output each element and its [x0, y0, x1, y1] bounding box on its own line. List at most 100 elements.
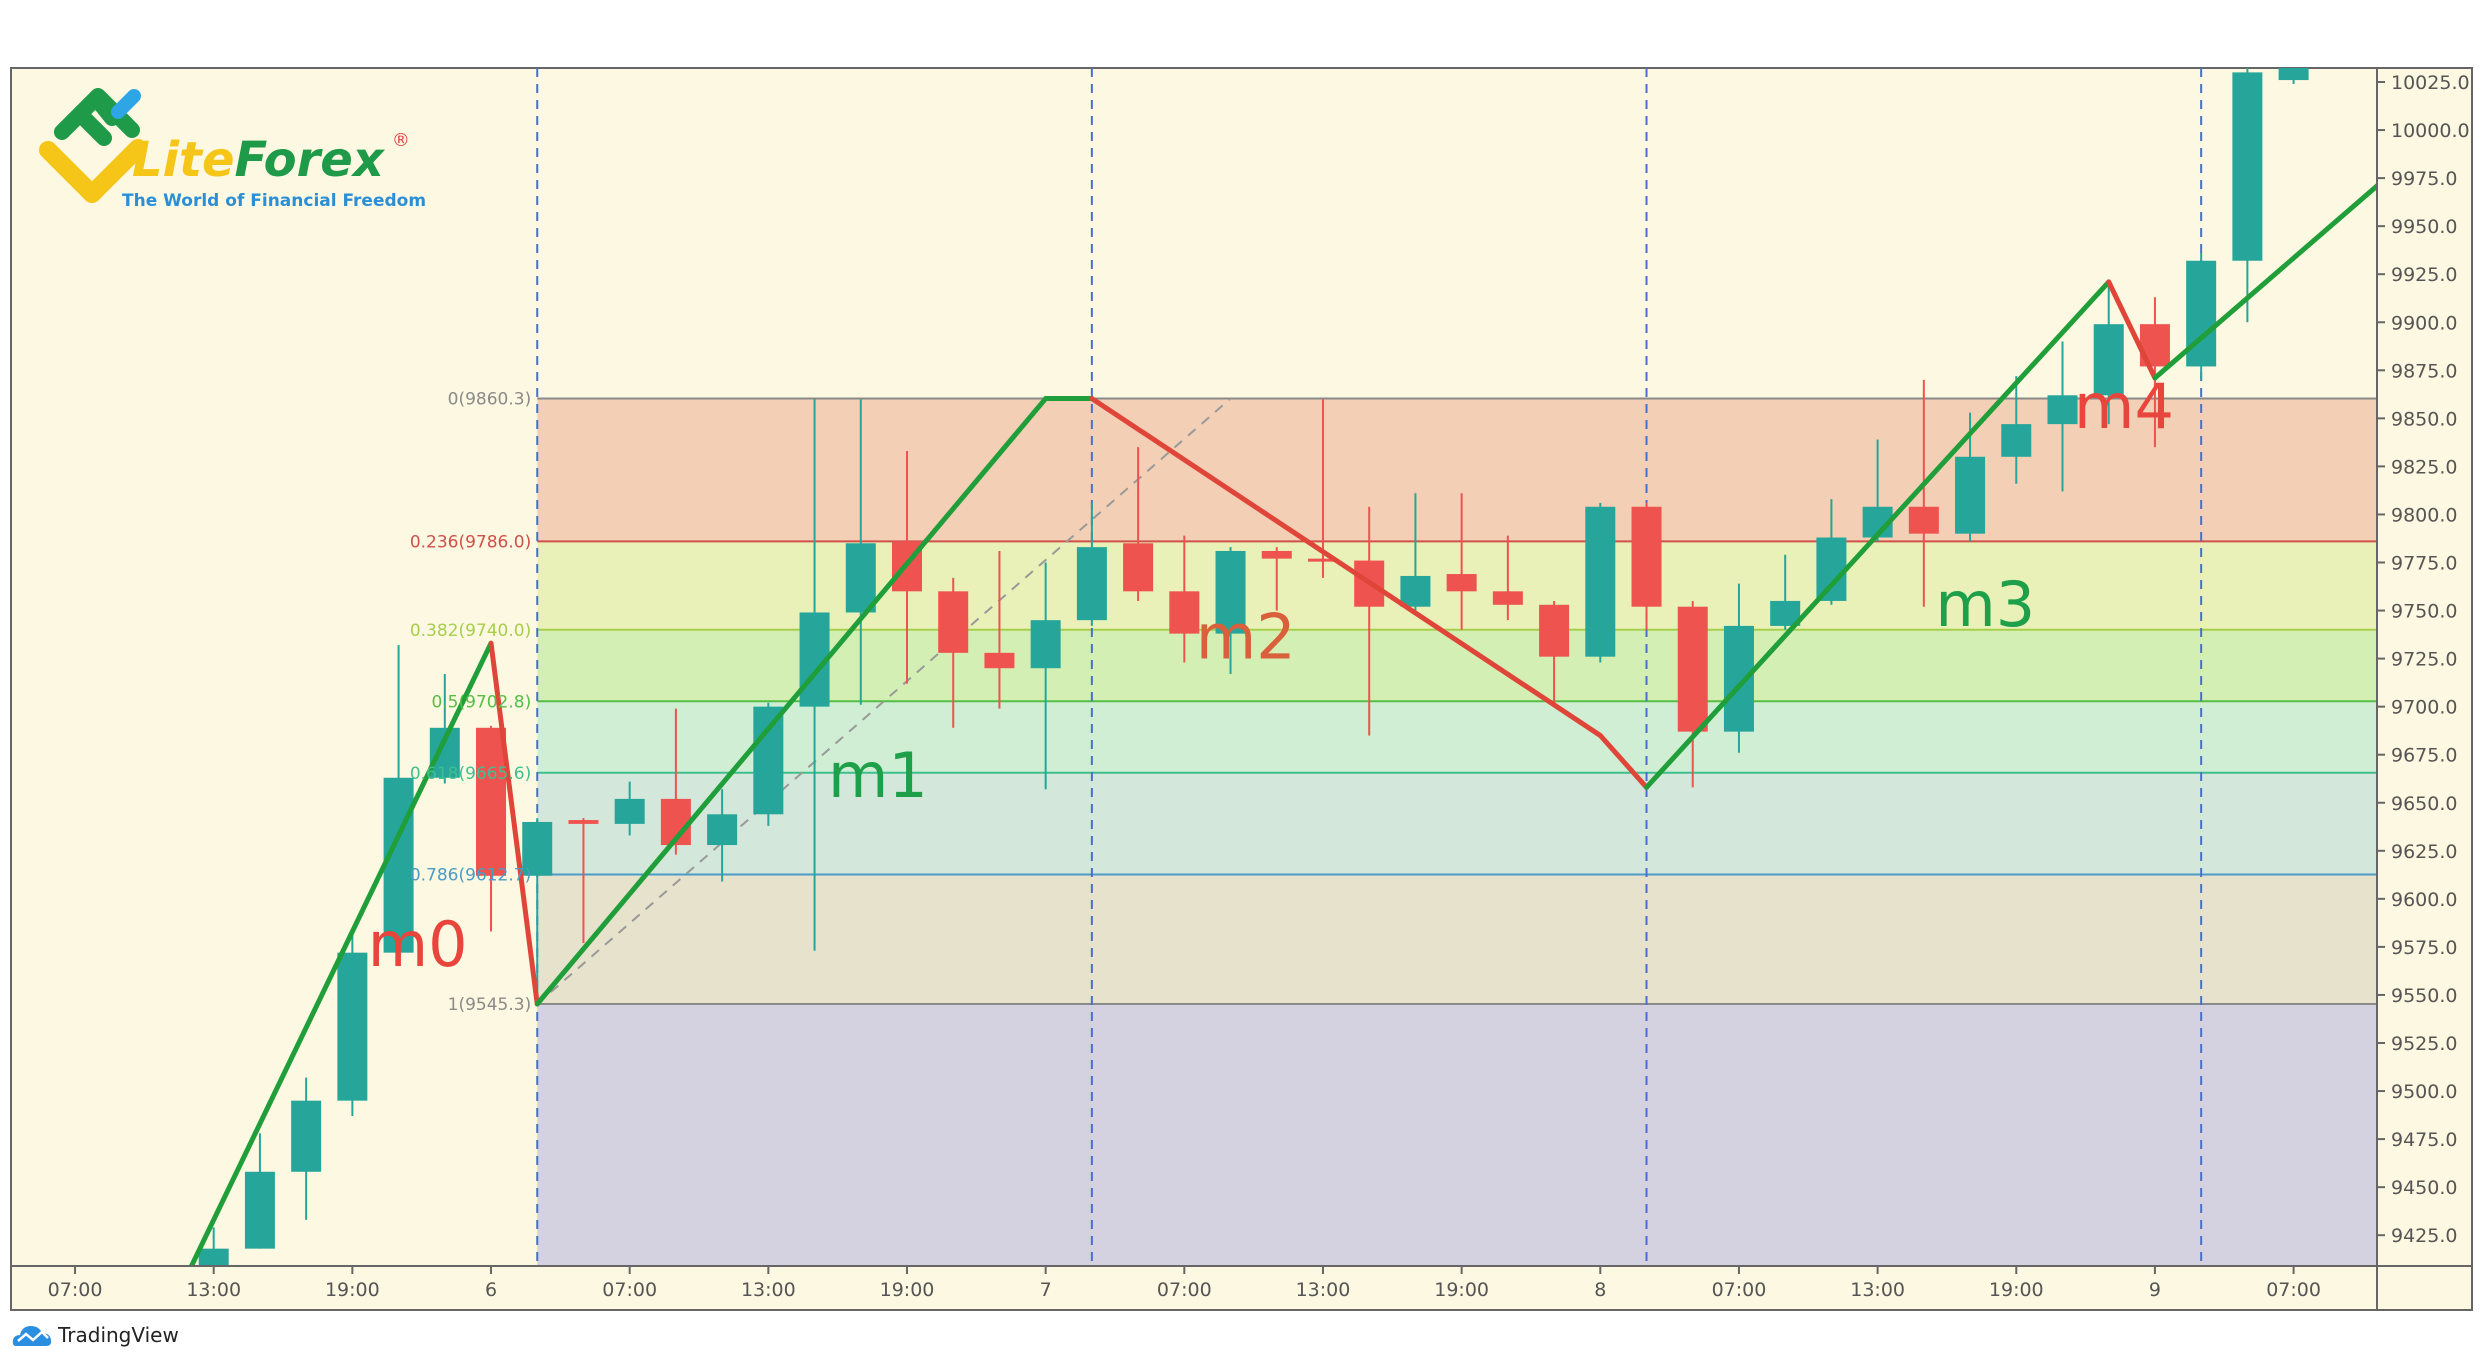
- candle-body: [753, 706, 784, 815]
- price-tick-label: 10000.0: [2391, 120, 2470, 142]
- candle[interactable]: [1215, 547, 1246, 674]
- time-tick-label: 8: [1594, 1279, 1606, 1301]
- time-tick-label: 13:00: [1296, 1279, 1351, 1301]
- wave-label-m3: m3: [1935, 568, 2035, 641]
- price-tick-label: 9950.0: [2391, 216, 2457, 238]
- candle[interactable]: [1030, 562, 1061, 790]
- time-axis[interactable]: 07:00 13:00 19:00 6 07:00 13:00 19:00 7 07:00 13:…: [48, 1266, 2321, 1301]
- candle-body: [2278, 68, 2309, 81]
- zigzag-segment: [1644, 279, 2112, 790]
- candle[interactable]: [1677, 600, 1708, 788]
- candle[interactable]: [2047, 341, 2078, 492]
- price-tick-label: 9875.0: [2391, 360, 2457, 382]
- fib-level-label: 0(9860.3): [448, 390, 532, 410]
- candle-body: [2047, 395, 2078, 425]
- candle[interactable]: [244, 1133, 275, 1249]
- logo-brand-lite: Lite: [132, 132, 235, 188]
- price-tick-label: 9800.0: [2391, 504, 2457, 526]
- candle[interactable]: [938, 577, 969, 728]
- candle[interactable]: [1261, 547, 1292, 611]
- fib-trend-line: [536, 397, 1232, 1005]
- candle-body: [568, 820, 599, 824]
- candle[interactable]: [1123, 447, 1154, 601]
- candle-body: [614, 798, 645, 824]
- wave-label-m4: m4: [2074, 370, 2174, 443]
- candle[interactable]: [383, 645, 414, 953]
- candle-body: [984, 652, 1015, 669]
- candle[interactable]: [1539, 600, 1570, 705]
- fib-band-0.618: [537, 772, 2377, 875]
- candle-body: [337, 952, 368, 1101]
- candle[interactable]: [476, 725, 507, 932]
- candle[interactable]: [1076, 502, 1107, 626]
- plot-area[interactable]: m0 m1 m2 m3 m4: [188, 53, 2386, 1284]
- candle[interactable]: [1446, 493, 1477, 630]
- candle[interactable]: [845, 399, 876, 705]
- price-tick-label: 9925.0: [2391, 264, 2457, 286]
- fib-level-label: 1(9545.3): [448, 995, 532, 1015]
- price-axis[interactable]: 10025.0 10000.0 9975.0 9950.0 9925.0 9900.0 98…: [2377, 72, 2470, 1247]
- candle[interactable]: [1631, 502, 1662, 630]
- candle[interactable]: [2093, 285, 2124, 425]
- logo-brand-forex: Forex: [235, 132, 386, 188]
- tradingview-footer[interactable]: TradingView: [12, 1322, 179, 1348]
- candle-body: [1677, 606, 1708, 732]
- price-tick-label: 9500.0: [2391, 1081, 2457, 1103]
- candle[interactable]: [614, 781, 645, 836]
- candle[interactable]: [2001, 376, 2032, 484]
- candle-body: [1816, 537, 1847, 601]
- price-tick-label: 9650.0: [2391, 793, 2457, 815]
- candle-body: [1169, 591, 1200, 634]
- candle-body: [1585, 506, 1616, 657]
- candle-body: [2093, 324, 2124, 396]
- zigzag-segment: [2152, 182, 2377, 381]
- fib-band-0.5: [537, 701, 2377, 773]
- candle[interactable]: [198, 1227, 229, 1284]
- zigzag-segment: [534, 396, 1049, 1007]
- candle-body: [522, 821, 553, 876]
- candle[interactable]: [1169, 535, 1200, 663]
- candle-body: [476, 727, 507, 876]
- candle-body: [291, 1100, 322, 1172]
- time-tick-label: 9: [2149, 1279, 2161, 1301]
- candle-body: [2001, 424, 2032, 457]
- candle[interactable]: [1307, 399, 1338, 578]
- wave-label-m2: m2: [1196, 601, 1296, 674]
- candle-body: [2186, 260, 2217, 367]
- candle[interactable]: [2186, 253, 2217, 380]
- candle[interactable]: [2278, 53, 2309, 84]
- candle[interactable]: [1492, 535, 1523, 621]
- candle[interactable]: [337, 931, 368, 1117]
- candle-body: [1215, 550, 1246, 634]
- price-tick-label: 9525.0: [2391, 1033, 2457, 1055]
- candle[interactable]: [1908, 379, 1939, 607]
- time-tick-label: 07:00: [602, 1279, 657, 1301]
- time-tick-label: 19:00: [1989, 1279, 2044, 1301]
- price-tick-label: 9475.0: [2391, 1129, 2457, 1151]
- candle[interactable]: [707, 789, 738, 882]
- candle[interactable]: [568, 818, 599, 944]
- candle-body: [1123, 543, 1154, 592]
- candle-body: [1400, 575, 1431, 607]
- candle[interactable]: [291, 1077, 322, 1220]
- wave-label-m0: m0: [368, 908, 468, 981]
- candle[interactable]: [522, 818, 553, 1004]
- time-tick-label: 07:00: [1157, 1279, 1212, 1301]
- time-tick-label: 6: [485, 1279, 497, 1301]
- candle[interactable]: [984, 550, 1015, 709]
- tradingview-cloud-icon: [12, 1326, 52, 1346]
- candle-body: [1539, 604, 1570, 657]
- tradingview-brand: TradingView: [58, 1323, 179, 1347]
- candle[interactable]: [2232, 63, 2263, 323]
- price-tick-label: 9900.0: [2391, 312, 2457, 334]
- candle[interactable]: [1400, 493, 1431, 611]
- candle[interactable]: [753, 702, 784, 826]
- time-tick-label: 19:00: [1434, 1279, 1489, 1301]
- candle[interactable]: [1585, 502, 1616, 663]
- price-tick-label: 9725.0: [2391, 649, 2457, 671]
- time-tick-label: 07:00: [1712, 1279, 1767, 1301]
- time-tick-label: 13:00: [741, 1279, 796, 1301]
- candle-body: [1307, 558, 1338, 562]
- price-tick-label: 9975.0: [2391, 168, 2457, 190]
